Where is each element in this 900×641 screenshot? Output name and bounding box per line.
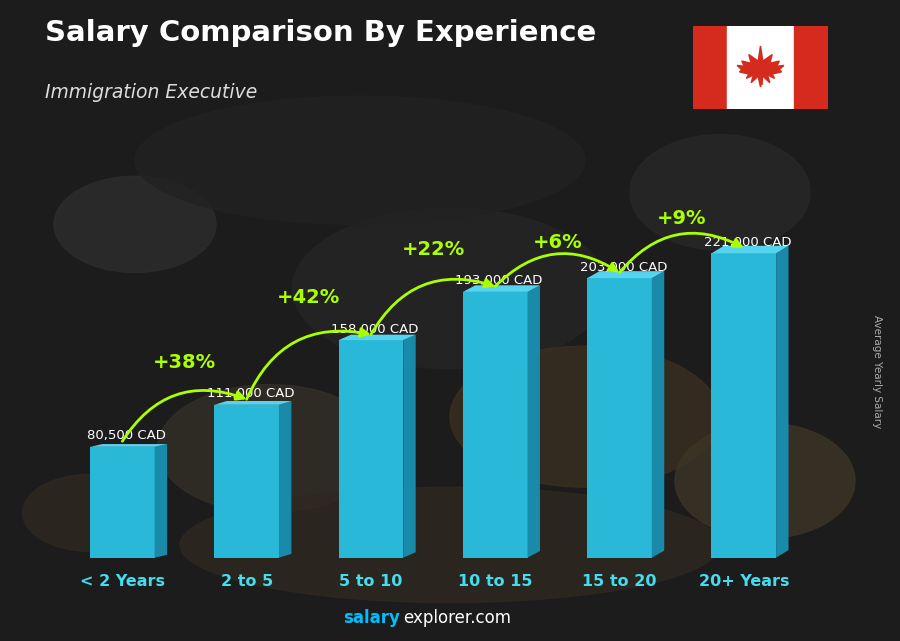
Ellipse shape	[135, 96, 585, 224]
Text: +9%: +9%	[657, 208, 706, 228]
Text: 111,000 CAD: 111,000 CAD	[207, 387, 294, 401]
Bar	[587, 278, 652, 558]
Bar	[214, 405, 279, 558]
Polygon shape	[712, 246, 788, 253]
Bar	[693, 26, 727, 109]
Text: 193,000 CAD: 193,000 CAD	[455, 274, 543, 287]
Polygon shape	[90, 444, 167, 447]
Ellipse shape	[158, 385, 382, 513]
Bar	[712, 253, 776, 558]
Polygon shape	[652, 271, 664, 558]
Ellipse shape	[675, 423, 855, 538]
Polygon shape	[338, 335, 416, 340]
Bar	[794, 26, 828, 109]
Ellipse shape	[450, 346, 720, 487]
Text: 80,500 CAD: 80,500 CAD	[86, 429, 166, 442]
Ellipse shape	[630, 135, 810, 250]
Polygon shape	[214, 401, 292, 405]
Polygon shape	[527, 285, 540, 558]
Text: explorer.com: explorer.com	[403, 609, 511, 627]
Polygon shape	[403, 335, 416, 558]
Text: 158,000 CAD: 158,000 CAD	[331, 322, 418, 336]
Polygon shape	[776, 246, 788, 558]
Text: Average Yearly Salary: Average Yearly Salary	[872, 315, 883, 428]
Polygon shape	[737, 46, 784, 87]
Polygon shape	[155, 444, 167, 558]
Polygon shape	[587, 271, 664, 278]
Text: 203,000 CAD: 203,000 CAD	[580, 261, 667, 274]
Bar	[727, 26, 794, 109]
Polygon shape	[279, 401, 292, 558]
Ellipse shape	[22, 474, 158, 551]
Text: +22%: +22%	[401, 240, 464, 259]
Bar	[90, 447, 155, 558]
Ellipse shape	[180, 487, 720, 603]
Ellipse shape	[292, 208, 608, 369]
Text: 221,000 CAD: 221,000 CAD	[704, 236, 791, 249]
Text: +38%: +38%	[153, 353, 216, 372]
Polygon shape	[463, 285, 540, 292]
Text: Immigration Executive: Immigration Executive	[45, 83, 257, 103]
Bar	[463, 292, 527, 558]
Bar	[338, 340, 403, 558]
Text: +42%: +42%	[277, 288, 340, 307]
Text: salary: salary	[344, 609, 400, 627]
Ellipse shape	[54, 176, 216, 272]
Text: Salary Comparison By Experience: Salary Comparison By Experience	[45, 19, 596, 47]
Text: +6%: +6%	[533, 233, 582, 253]
